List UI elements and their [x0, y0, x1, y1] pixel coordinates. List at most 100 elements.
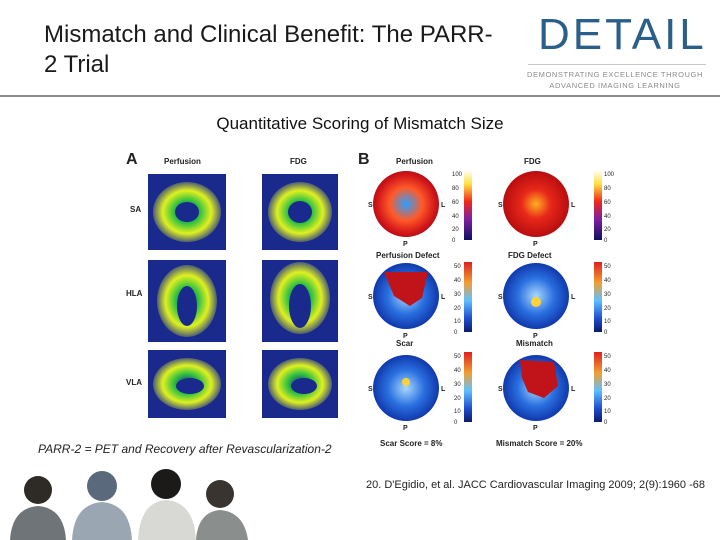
polar-map-title: FDG Defect	[508, 251, 552, 260]
polar-map	[373, 171, 439, 237]
mismatch-score: Mismatch Score = 20%	[496, 439, 582, 448]
color-scale-bar	[594, 170, 602, 240]
scale-tick-label: 40	[454, 278, 461, 284]
polar-map-title: Mismatch	[516, 339, 553, 348]
polar-map-title: Perfusion Defect	[376, 251, 440, 260]
polar-map-title: FDG	[524, 157, 541, 166]
orientation-label: P	[533, 241, 538, 248]
spect-image	[262, 350, 338, 418]
abbreviation-footnote: PARR-2 = PET and Recovery after Revascul…	[38, 442, 332, 456]
orientation-label: S	[498, 294, 503, 301]
orientation-label: P	[403, 333, 408, 340]
spect-image	[148, 260, 226, 342]
scale-tick-label: 20	[454, 306, 461, 312]
orientation-label: L	[571, 202, 576, 209]
spect-image	[262, 174, 338, 250]
orientation-label: P	[403, 241, 408, 248]
scale-tick-label: 50	[454, 264, 461, 270]
scale-tick-label: 20	[454, 396, 461, 402]
color-scale-bar	[464, 352, 472, 422]
title-divider	[0, 95, 720, 97]
polar-map-title: Perfusion	[396, 157, 433, 166]
scale-tick-label: 60	[604, 200, 611, 206]
orientation-label: P	[533, 333, 538, 340]
scale-tick-label: 80	[452, 186, 459, 192]
person-silhouette	[196, 480, 248, 540]
logo-divider	[528, 64, 706, 65]
scale-tick-label: 10	[454, 319, 461, 325]
scale-tick-label: 40	[604, 278, 611, 284]
orientation-label: L	[571, 294, 576, 301]
color-scale-bar	[464, 262, 472, 332]
orientation-label: S	[368, 386, 373, 393]
polar-map	[503, 355, 569, 421]
spect-image	[148, 174, 226, 250]
scale-tick-label: 0	[604, 238, 608, 244]
person-silhouette	[10, 476, 66, 540]
orientation-label: L	[571, 386, 576, 393]
scale-tick-label: 0	[452, 238, 456, 244]
scale-tick-label: 40	[604, 214, 611, 220]
orientation-label: L	[441, 386, 446, 393]
scale-tick-label: 0	[604, 420, 608, 426]
mismatch-figure: A Perfusion FDG SA HLA VLA	[118, 146, 618, 454]
citation: 20. D'Egidio, et al. JACC Cardiovascular…	[366, 479, 706, 491]
orientation-label: L	[441, 202, 446, 209]
scale-tick-label: 20	[604, 306, 611, 312]
orientation-label: P	[533, 425, 538, 432]
scale-tick-label: 0	[454, 330, 458, 336]
scale-tick-label: 50	[604, 354, 611, 360]
scale-tick-label: 80	[604, 186, 611, 192]
scale-tick-label: 0	[604, 330, 608, 336]
spect-image	[148, 350, 226, 418]
logo-word: DETAIL	[538, 10, 707, 59]
scale-tick-label: 0	[454, 420, 458, 426]
scale-tick-label: 10	[604, 409, 611, 415]
figure-subtitle: Quantitative Scoring of Mismatch Size	[216, 114, 504, 133]
scar-score: Scar Score = 8%	[380, 439, 442, 448]
panel-a-header-fdg: FDG	[290, 157, 307, 166]
polar-map	[503, 263, 569, 329]
panel-a-header-perfusion: Perfusion	[164, 157, 201, 166]
polar-map	[373, 355, 439, 421]
orientation-label: S	[368, 202, 373, 209]
panel-a-row-label: HLA	[126, 289, 143, 298]
color-scale-bar	[464, 170, 472, 240]
orientation-label: S	[498, 386, 503, 393]
scale-tick-label: 10	[454, 409, 461, 415]
scale-tick-label: 20	[604, 396, 611, 402]
scale-tick-label: 40	[454, 368, 461, 374]
panel-a-letter: A	[126, 151, 138, 168]
scale-tick-label: 40	[604, 368, 611, 374]
spect-image	[262, 260, 338, 342]
logo-tagline-2: ADVANCED IMAGING LEARNING	[549, 81, 681, 90]
scale-tick-label: 30	[604, 382, 611, 388]
polar-map-title: Scar	[396, 339, 413, 348]
scale-tick-label: 30	[454, 292, 461, 298]
figure-svg: A Perfusion FDG SA HLA VLA	[126, 151, 615, 448]
orientation-label: S	[498, 202, 503, 209]
scale-tick-label: 30	[604, 292, 611, 298]
slide-title: Mismatch and Clinical Benefit: The PARR-…	[44, 21, 493, 78]
scale-tick-label: 10	[604, 319, 611, 325]
scale-tick-label: 50	[454, 354, 461, 360]
person-silhouette	[72, 471, 132, 540]
scale-tick-label: 100	[452, 172, 463, 178]
scale-tick-label: 20	[452, 227, 459, 233]
color-scale-bar	[594, 262, 602, 332]
panel-a-row-label: SA	[130, 205, 141, 214]
orientation-label: L	[441, 294, 446, 301]
scale-tick-label: 100	[604, 172, 615, 178]
scale-tick-label: 40	[452, 214, 459, 220]
scale-tick-label: 50	[604, 264, 611, 270]
scale-tick-label: 60	[452, 200, 459, 206]
scale-tick-label: 20	[604, 227, 611, 233]
scale-tick-label: 30	[454, 382, 461, 388]
logo-tagline-1: DEMONSTRATING EXCELLENCE THROUGH	[526, 70, 704, 79]
clinicians-photo	[0, 462, 250, 540]
polar-map	[373, 263, 439, 329]
panel-b-letter: B	[358, 151, 370, 168]
detail-logo: DETAIL DEMONSTRATING EXCELLENCE THROUGH …	[520, 10, 710, 92]
orientation-label: S	[368, 294, 373, 301]
polar-map	[503, 171, 569, 237]
